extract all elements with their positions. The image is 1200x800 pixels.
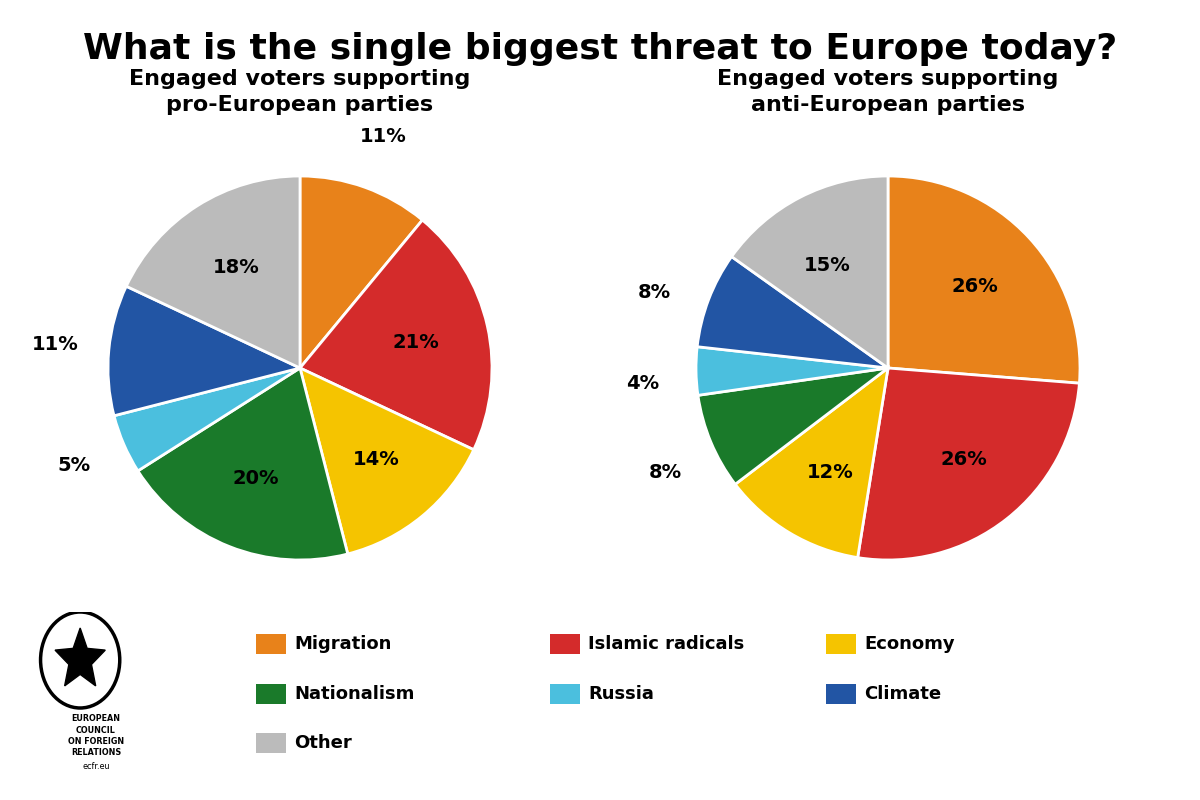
Text: Economy: Economy bbox=[864, 635, 955, 653]
Wedge shape bbox=[126, 176, 300, 368]
Text: 26%: 26% bbox=[941, 450, 988, 470]
Text: Russia: Russia bbox=[588, 685, 654, 702]
Text: COUNCIL: COUNCIL bbox=[76, 726, 116, 734]
Text: Other: Other bbox=[294, 734, 352, 752]
Text: 12%: 12% bbox=[808, 463, 854, 482]
Text: 15%: 15% bbox=[804, 256, 851, 275]
Text: 4%: 4% bbox=[626, 374, 659, 393]
Text: Nationalism: Nationalism bbox=[294, 685, 414, 702]
Text: 18%: 18% bbox=[212, 258, 259, 277]
Wedge shape bbox=[698, 368, 888, 484]
Text: ecfr.eu: ecfr.eu bbox=[83, 762, 109, 771]
Text: Migration: Migration bbox=[294, 635, 391, 653]
Wedge shape bbox=[696, 346, 888, 395]
Text: What is the single biggest threat to Europe today?: What is the single biggest threat to Eur… bbox=[83, 32, 1117, 66]
Text: 8%: 8% bbox=[637, 282, 671, 302]
Text: 8%: 8% bbox=[649, 463, 682, 482]
Wedge shape bbox=[138, 368, 348, 560]
Wedge shape bbox=[108, 286, 300, 416]
Wedge shape bbox=[858, 368, 1079, 560]
Text: ON FOREIGN: ON FOREIGN bbox=[68, 737, 124, 746]
Text: EUROPEAN: EUROPEAN bbox=[72, 714, 120, 723]
Text: 20%: 20% bbox=[233, 469, 280, 488]
Title: Engaged voters supporting
anti-European parties: Engaged voters supporting anti-European … bbox=[718, 69, 1058, 115]
Wedge shape bbox=[888, 176, 1080, 383]
Title: Engaged voters supporting
pro-European parties: Engaged voters supporting pro-European p… bbox=[130, 69, 470, 115]
Wedge shape bbox=[300, 176, 422, 368]
Text: RELATIONS: RELATIONS bbox=[71, 748, 121, 757]
Text: 5%: 5% bbox=[58, 456, 91, 475]
Text: 11%: 11% bbox=[360, 127, 407, 146]
Wedge shape bbox=[300, 220, 492, 450]
Wedge shape bbox=[732, 176, 888, 368]
Text: 14%: 14% bbox=[353, 450, 400, 470]
Text: Climate: Climate bbox=[864, 685, 941, 702]
Text: 11%: 11% bbox=[32, 335, 79, 354]
Wedge shape bbox=[736, 368, 888, 558]
Wedge shape bbox=[697, 257, 888, 368]
Polygon shape bbox=[55, 628, 106, 686]
Wedge shape bbox=[114, 368, 300, 471]
Text: Islamic radicals: Islamic radicals bbox=[588, 635, 744, 653]
Text: 26%: 26% bbox=[952, 277, 998, 296]
Wedge shape bbox=[300, 368, 474, 554]
Text: 21%: 21% bbox=[392, 333, 439, 351]
